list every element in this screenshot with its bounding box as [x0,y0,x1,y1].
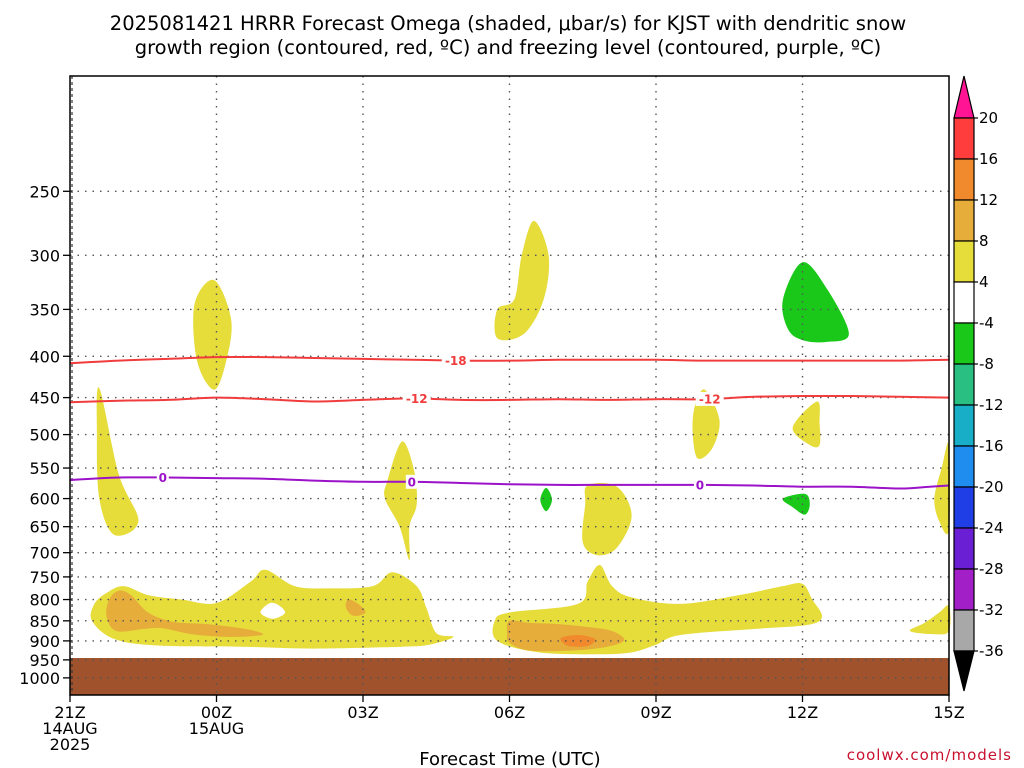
x-tick-label: 15Z [933,703,964,722]
contour-label: 0 [408,475,416,489]
contour--18 [69,355,950,365]
colorbar-box [953,486,975,529]
x-tick-label: 12Z [787,703,818,722]
colorbar-label: -28 [979,560,1004,578]
omega-region-4-to-8 [934,442,951,535]
y-tick-label: 500 [29,426,60,445]
colorbar-label: -32 [979,601,1004,619]
contour-label: -12 [406,392,428,406]
omega-region-8-to-12 [106,590,264,637]
y-tick-label: 950 [29,651,60,670]
omega-region--4-to--8 [782,262,849,343]
omega-region--4-to--8 [782,493,810,515]
colorbar-box [953,527,975,570]
colorbar-box [953,240,975,283]
colorbar-label: -24 [979,519,1004,537]
y-tick-label: 550 [29,459,60,478]
x-tick-label: 00Z [201,703,232,722]
colorbar-box [953,117,975,160]
omega-region-4-to-8 [692,389,720,460]
colorbar-box [953,322,975,365]
colorbar-box [953,363,975,406]
omega-region--4-to--8 [540,487,552,512]
y-tick-label: 450 [29,389,60,408]
y-tick-label: 350 [29,300,60,319]
omega-shading [90,220,951,655]
contour-label: -12 [699,392,721,406]
colorbar-label: -36 [979,642,1004,660]
grid-lines [70,76,949,695]
y-tick-label: 750 [29,568,60,587]
omega-region-4-to-8 [909,605,951,635]
colorbar-label: 16 [979,150,998,168]
y-tick-label: 800 [29,591,60,610]
colorbar-label: -8 [979,355,994,373]
colorbar-box [953,609,975,652]
colorbar-label: -12 [979,396,1004,414]
omega-region-4-to-8 [792,401,821,448]
contour-label: 0 [159,471,167,485]
x-tick-label: 2025 [50,735,91,754]
omega-region-8-to-12 [345,599,366,617]
colorbar-label: 8 [979,232,989,250]
colorbar-bottom-arrow [953,650,975,692]
colorbar-label: 4 [979,273,989,291]
colorbar-top-arrow [953,75,975,119]
colorbar-box [953,568,975,611]
contour--12 [69,394,950,404]
y-tick-label: 250 [29,182,60,201]
omega-region-4-to-8 [384,441,417,561]
x-tick-label: 09Z [640,703,671,722]
colorbar-label: 20 [979,109,998,127]
omega-region-8-to-12 [506,620,625,652]
contour-0 [69,476,950,490]
y-tick-label: 1000 [19,669,60,688]
omega-region-4-to-8 [582,483,632,556]
y-tick-label: 700 [29,544,60,563]
colorbar-legend: 20 16 12 8 4 -4 -8 -12 -16 -20 -24 -28 -32 -36 [953,75,1004,692]
x-tick-label: 03Z [347,703,378,722]
contour-label-bg [693,477,706,492]
colorbar-box [953,281,975,324]
omega-region-0 [260,602,286,619]
y-tick-label: 900 [29,632,60,651]
contour-label-bg [402,391,431,406]
omega-region-12-to-16 [560,634,596,647]
x-tick-label: 15AUG [189,719,244,738]
colorbar-box [953,445,975,488]
y-tick-label: 650 [29,518,60,537]
contour-label-bg [441,353,470,368]
colorbar-box [953,199,975,242]
colorbar-box [953,404,975,447]
credit-text: coolwx.com/models [847,746,1012,764]
x-tick-label: 06Z [494,703,525,722]
colorbar-label: -16 [979,437,1004,455]
contour-label: -18 [445,354,467,368]
y-axis: 2503003504004505005506006507007508008509… [19,182,70,688]
x-axis-label: Forecast Time (UTC) [419,749,600,768]
contour-label: 0 [696,478,704,492]
title-line-1: 2025081421 HRRR Forecast Omega (shaded, … [110,12,906,35]
y-tick-label: 850 [29,612,60,631]
colorbar-label: -4 [979,314,994,332]
y-tick-label: 300 [29,246,60,265]
colorbar-label: 12 [979,191,998,209]
colorbar-box [953,158,975,201]
x-tick-label: 21Z [54,703,85,722]
contour-label-bg [156,470,169,485]
omega-region-4-to-8 [96,387,139,536]
y-tick-label: 400 [29,347,60,366]
contour-label-bg [405,474,418,489]
omega-region-4-to-8 [193,279,232,390]
contour-label-bg [695,391,724,406]
y-tick-label: 600 [29,490,60,509]
chart-title: 2025081421 HRRR Forecast Omega (shaded, … [110,12,906,59]
title-line-2: growth region (contoured, red, ºC) and f… [135,36,882,59]
x-tick-label: 14AUG [42,719,97,738]
omega-region-4-to-8 [494,220,550,341]
contour-lines: -18 -12 -12 0 0 0 [69,353,950,492]
colorbar-label: -20 [979,478,1004,496]
